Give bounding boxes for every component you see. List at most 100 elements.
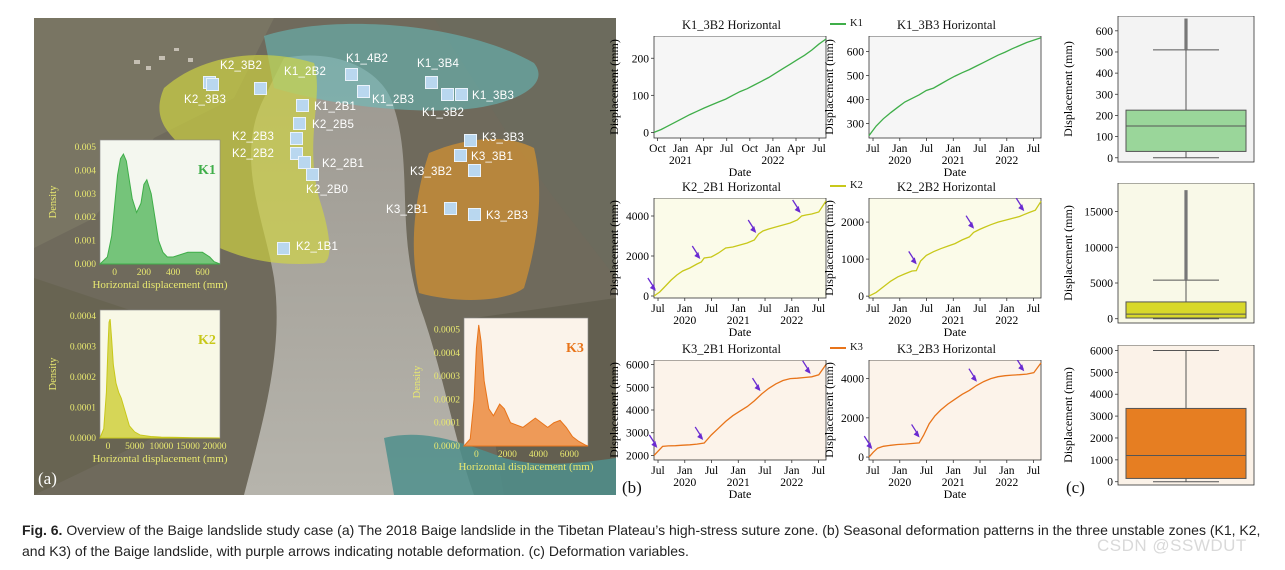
xtick-label: Jan	[999, 143, 1015, 155]
chart-title-k2_2b2: K2_2B2 Horizontal	[897, 180, 996, 194]
xtick-label: Jan	[673, 143, 689, 155]
xlabel: Date	[944, 487, 967, 501]
zone-k2	[159, 55, 330, 264]
density-ytick-label: 0.005	[75, 143, 97, 153]
xtick-year-label: 2020	[888, 315, 911, 327]
xtick-year-label: 2022	[780, 477, 803, 489]
zone-k1-top	[264, 23, 539, 111]
density-xtick-label: 6000	[560, 450, 579, 460]
ytick-label: 0	[643, 291, 649, 303]
site-marker-k3_2b1[interactable]	[444, 202, 457, 215]
xtick-year-label: 2021	[727, 477, 750, 489]
ylabel: Displacement (mm)	[822, 362, 836, 458]
deformation-arrow	[911, 424, 920, 438]
plot-area	[868, 35, 1042, 139]
site-marker-k2_2b0[interactable]	[306, 168, 319, 181]
density-ytick-label: 0.002	[75, 213, 97, 223]
site-marker-k3_3b1[interactable]	[454, 149, 467, 162]
density-ytick-label: 0.004	[75, 166, 97, 176]
boxplot-box_k3: 0 1000 2000 3000 4000 5000 6000 Displacement (m…	[1056, 344, 1258, 494]
ytick-label: 1000	[841, 254, 864, 266]
ytick-label: 10000	[1084, 242, 1113, 254]
xtick-year-label: 2022	[995, 315, 1018, 327]
density-curve	[99, 318, 221, 439]
boxplot-box_k2: 0 5000 10000 15000 Displacement (mm)	[1056, 182, 1258, 332]
xtick-label: Jul	[705, 465, 718, 477]
site-marker-k2_1b1[interactable]	[277, 242, 290, 255]
site-marker-k1_2b2[interactable]	[254, 82, 267, 95]
site-marker-k1_3b2[interactable]	[441, 88, 454, 101]
site-marker-k3_3b3[interactable]	[464, 134, 477, 147]
boxplot-svg: 0 1000 2000 3000 4000 5000 6000 Displacement (m…	[1061, 344, 1255, 489]
site-label-k1_2b1: K1_2B1	[314, 101, 357, 113]
site-marker-k2_3b3[interactable]	[206, 78, 219, 91]
density-ytick-label: 0.0002	[70, 373, 96, 383]
site-label-k1_3b3: K1_3B3	[472, 90, 515, 102]
xtick-label: Jan	[731, 465, 747, 477]
site-label-k2_3b3: K2_3B3	[184, 94, 227, 106]
site-marker-k3_2b3[interactable]	[468, 208, 481, 221]
site-label-k3_2b1: K3_2B1	[386, 204, 429, 216]
density-xtick-label: 4000	[529, 450, 548, 460]
ytick-label: 2000	[841, 217, 864, 229]
plot-area	[653, 35, 827, 139]
site-label-k2_3b2: K2_3B2	[220, 60, 263, 72]
site-label-k3_2b3: K3_2B3	[486, 210, 529, 222]
ytick-label: 500	[1096, 47, 1114, 59]
xtick-label: Jul	[812, 303, 825, 315]
deformation-arrow	[691, 245, 701, 259]
panel-tag-a: (a)	[38, 469, 57, 488]
site-marker-k2_2b5[interactable]	[293, 117, 306, 130]
xtick-label: Jan	[677, 465, 693, 477]
ytick-label: 2000	[841, 413, 864, 425]
boxplot-svg: 0 100 200 300 400 500 600 Displacement (mm)	[1061, 15, 1255, 165]
xtick-label: Jul	[973, 143, 986, 155]
caption-text: Overview of the Baige landslide study ca…	[22, 522, 1261, 559]
xtick-label: Jul	[920, 143, 933, 155]
series-line	[653, 38, 827, 134]
xtick-label: Jan	[999, 465, 1015, 477]
series-line	[653, 200, 827, 297]
density-ytick-label: 0.0000	[434, 442, 460, 452]
xtick-label: Jan	[999, 303, 1015, 315]
xtick-label: Jul	[651, 465, 664, 477]
site-marker-k1_2b1[interactable]	[296, 99, 309, 112]
site-label-k2_2b3: K2_2B3	[232, 131, 275, 143]
timeseries-k3_2b1: 2000 3000 4000 5000 6000 Jul Jan 2020 Jul Jan 2021…	[606, 360, 840, 511]
xtick-year-label: 2021	[942, 477, 965, 489]
site-label-k2_2b0: K2_2B0	[306, 184, 349, 196]
xtick-label: Jul	[651, 303, 664, 315]
density-xtick-label: 15000	[176, 442, 200, 452]
xtick-label: Apr	[695, 143, 713, 155]
xtick-label: Jan	[892, 143, 908, 155]
ytick-label: 400	[847, 95, 865, 107]
xtick-label: Jul	[973, 465, 986, 477]
boxplot-box_k1: 0 100 200 300 400 500 600 Displacement (mm)	[1056, 15, 1258, 171]
zone-label-k1: K1	[198, 163, 216, 178]
xtick-label: Jan	[946, 465, 962, 477]
density-xtick-label: 5000	[125, 442, 144, 452]
site-marker-k1_3b4[interactable]	[425, 76, 438, 89]
xtick-year-label: 2020	[888, 155, 911, 167]
site-marker-k2_2b3[interactable]	[290, 132, 303, 145]
ytick-label: 2000	[1090, 433, 1113, 445]
site-marker-k1_3b3[interactable]	[455, 88, 468, 101]
xtick-label: Jul	[720, 143, 733, 155]
site-marker-k1_2b3[interactable]	[357, 85, 370, 98]
site-marker-k1_4b2[interactable]	[345, 68, 358, 81]
site-marker-k2_2b1[interactable]	[298, 156, 311, 169]
zone-label-k2: K2	[198, 333, 216, 348]
ytick-label: 1000	[1090, 455, 1113, 467]
ylabel: Displacement (mm)	[607, 362, 621, 458]
site-marker-k3_3b2[interactable]	[468, 164, 481, 177]
ytick-label: 200	[1096, 110, 1114, 122]
timeseries-k3_2b3: 0 2000 4000 Jul Jan 2020 Jul Jan 2021 Jul Jan 2022 J…	[821, 357, 1055, 511]
deformation-arrow	[863, 435, 873, 450]
ytick-label: 5000	[626, 382, 649, 394]
density-xtick-label: 600	[195, 268, 210, 278]
timeseries-k1_3b3: 300 400 500 600 Jul Jan 2020 Jul Jan 2021 Jul Jan 20…	[821, 35, 1055, 189]
